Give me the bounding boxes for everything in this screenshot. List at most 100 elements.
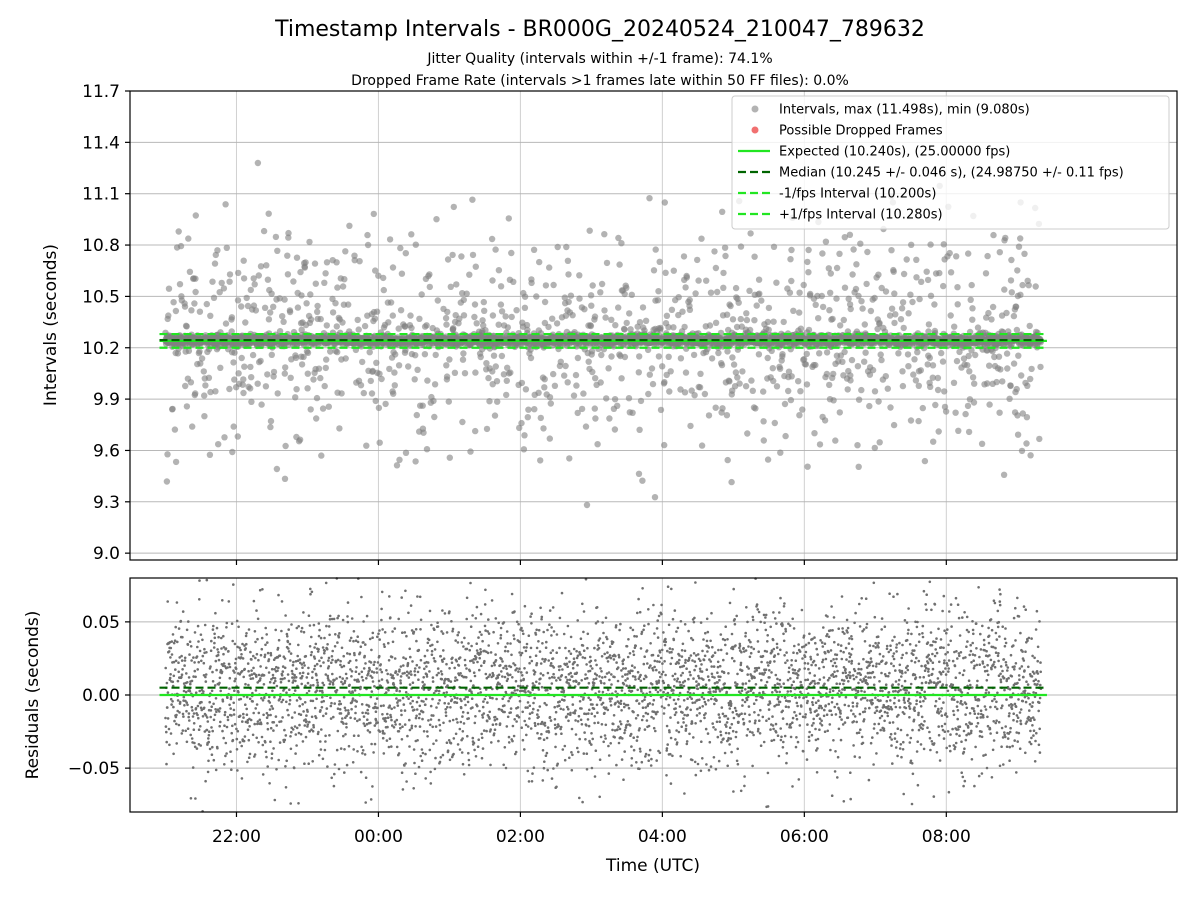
interval-point: [618, 375, 625, 382]
residual-point: [242, 716, 245, 719]
interval-point: [203, 300, 210, 308]
residual-point: [271, 673, 275, 677]
residual-point: [286, 640, 290, 644]
residual-point: [273, 798, 277, 802]
interval-point: [830, 397, 837, 404]
interval-point: [765, 304, 773, 312]
residual-point: [213, 713, 217, 717]
interval-point: [611, 426, 619, 433]
interval-point: [239, 381, 246, 388]
interval-point: [220, 285, 228, 292]
interval-point: [603, 259, 611, 267]
interval-point: [418, 291, 425, 298]
interval-point: [247, 385, 254, 392]
residual-point: [190, 679, 194, 683]
interval-point: [729, 316, 737, 323]
interval-point: [322, 270, 329, 277]
interval-point: [355, 326, 362, 333]
interval-point: [372, 397, 379, 405]
interval-point: [521, 432, 528, 439]
interval-point: [212, 388, 219, 395]
residual-point: [248, 725, 251, 728]
interval-point: [386, 236, 394, 243]
interval-point: [1006, 395, 1013, 402]
interval-point: [314, 302, 321, 310]
interval-point: [636, 319, 644, 326]
interval-point: [587, 292, 595, 299]
residual-point: [199, 706, 203, 710]
interval-point: [1007, 382, 1014, 390]
residual-point: [172, 641, 176, 645]
interval-point: [385, 319, 392, 326]
residual-point: [251, 677, 255, 680]
interval-point: [336, 425, 343, 432]
residual-point: [248, 697, 252, 701]
interval-point: [649, 380, 657, 388]
interval-point: [408, 231, 415, 238]
residual-point: [225, 725, 229, 729]
interval-point: [460, 312, 468, 319]
interval-point: [855, 463, 862, 470]
interval-point: [1012, 303, 1020, 310]
interval-point: [964, 362, 971, 369]
residual-point: [241, 657, 245, 660]
interval-point: [260, 227, 268, 235]
residual-point: [206, 720, 210, 723]
interval-point: [473, 320, 480, 327]
interval-point: [687, 422, 694, 430]
interval-point: [376, 370, 383, 377]
residual-point: [170, 653, 174, 656]
interval-point: [541, 384, 548, 391]
interval-point: [968, 281, 975, 289]
residual-point: [285, 759, 289, 763]
interval-point: [387, 299, 395, 306]
interval-point: [413, 411, 420, 419]
residual-point: [286, 673, 290, 676]
interval-point: [307, 406, 314, 413]
residual-point: [200, 700, 203, 704]
residual-point: [259, 722, 263, 726]
interval-point: [263, 262, 270, 269]
residual-point: [185, 672, 188, 675]
interval-point: [753, 302, 760, 309]
interval-point: [990, 231, 997, 239]
interval-point: [329, 309, 337, 316]
interval-point: [321, 279, 328, 286]
residual-point: [271, 689, 274, 693]
interval-point: [682, 284, 689, 291]
interval-point: [391, 382, 398, 389]
interval-point: [445, 398, 452, 405]
interval-point: [760, 418, 767, 425]
interval-point: [443, 321, 450, 328]
interval-point: [446, 454, 453, 461]
interval-point: [952, 409, 959, 416]
interval-point: [796, 289, 803, 296]
interval-point: [172, 458, 180, 466]
interval-point: [662, 269, 669, 276]
residual-point: [238, 714, 242, 718]
residual-point: [192, 712, 196, 715]
intervals-y-tick-label: 9.0: [93, 544, 120, 564]
residual-point: [166, 691, 170, 694]
interval-point: [373, 308, 381, 315]
interval-point: [317, 374, 324, 382]
residual-point: [188, 719, 191, 722]
interval-point: [743, 316, 751, 324]
interval-point: [434, 297, 441, 304]
residual-point: [259, 677, 262, 680]
residual-point: [229, 750, 232, 753]
interval-point: [591, 405, 598, 412]
interval-point: [583, 501, 591, 509]
interval-point: [1014, 267, 1021, 274]
residual-point: [204, 673, 208, 676]
interval-point: [395, 362, 403, 369]
intervals-y-tick-label: 11.1: [82, 185, 120, 205]
residual-point: [247, 683, 250, 687]
residual-point: [248, 752, 252, 756]
interval-point: [307, 316, 315, 323]
residual-point: [234, 657, 238, 661]
interval-point: [268, 290, 275, 297]
interval-point: [198, 355, 206, 362]
residual-point: [169, 646, 173, 650]
interval-point: [163, 478, 171, 485]
